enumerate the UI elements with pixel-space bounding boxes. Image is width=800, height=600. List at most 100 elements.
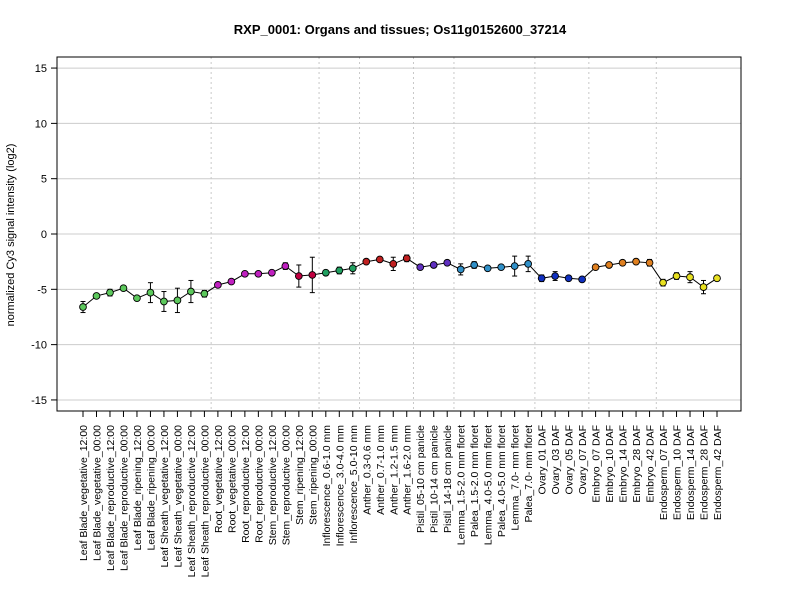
data-point bbox=[672, 272, 681, 280]
data-point bbox=[362, 257, 371, 266]
data-point bbox=[106, 288, 114, 297]
data-point bbox=[605, 261, 613, 269]
data-point bbox=[524, 260, 532, 268]
x-tick-label: Lemma_7.0- mm floret bbox=[510, 425, 522, 531]
x-tick-label: Palea_1.5-2.0 mm floret bbox=[469, 425, 481, 537]
x-tick-label: Stem_reproductive_12:00 bbox=[267, 425, 279, 545]
data-point bbox=[659, 278, 667, 287]
x-tick-label: Pistil_05-10 cm panicle bbox=[415, 425, 427, 533]
data-point bbox=[200, 289, 209, 298]
data-point bbox=[686, 273, 694, 281]
data-point bbox=[160, 297, 168, 306]
x-tick-labels: Leaf Blade_vegetative_12:00 Leaf Blade_ve… bbox=[78, 425, 724, 578]
data-point bbox=[713, 274, 721, 283]
x-tick-label: Pistil_10-14 cm panicle bbox=[429, 425, 441, 533]
data-point bbox=[443, 258, 452, 267]
data-point bbox=[308, 271, 317, 279]
x-tick-label: Root_reproductive_00:00 bbox=[253, 425, 265, 543]
y-tick-label: -10 bbox=[31, 340, 47, 352]
data-point bbox=[402, 254, 411, 263]
x-tick-label: Anther_0.3-0.6 mm bbox=[361, 425, 373, 515]
x-tick-label: Anther_0.7-1.0 mm bbox=[375, 425, 387, 515]
y-tick-label: 10 bbox=[35, 118, 47, 130]
data-point bbox=[281, 262, 290, 270]
x-tick-label: Leaf Sheath_reproductive_12:00 bbox=[186, 425, 198, 578]
x-tick-label: Lemma_1.5-2.0 mm floret bbox=[456, 425, 468, 545]
x-tick-label: Embryo_07 DAF bbox=[591, 425, 603, 503]
x-tick-label: Stem_ripening_12:00 bbox=[294, 425, 306, 525]
x-tick-label: Root_vegetative_00:00 bbox=[226, 425, 238, 533]
data-point bbox=[645, 258, 654, 267]
x-tick-label: Embryo_10 DAF bbox=[604, 425, 616, 503]
data-point bbox=[268, 268, 276, 277]
x-tick-label: Lemma_4.0-5.0 mm floret bbox=[483, 425, 495, 545]
data-point bbox=[119, 284, 128, 293]
x-tick-label: Endosperm_28 DAF bbox=[699, 425, 711, 520]
data-point bbox=[537, 274, 546, 283]
x-tick-label: Anther_1.2-1.5 mm bbox=[388, 425, 400, 515]
data-point bbox=[227, 277, 236, 286]
y-tick-label: 0 bbox=[41, 229, 47, 241]
data-point bbox=[483, 264, 492, 273]
x-tick-label: Palea_7.0- mm floret bbox=[523, 425, 535, 523]
x-tick-label: Anther_1.6-2.0 mm bbox=[402, 425, 414, 515]
series-layer bbox=[79, 254, 721, 314]
data-point bbox=[551, 272, 559, 280]
plot-frame bbox=[56, 56, 742, 412]
data-point bbox=[214, 281, 222, 289]
y-axis-label: normalized Cy3 signal intensity (log2) bbox=[5, 144, 17, 327]
x-tick-label: Leaf Blade_ripening_12:00 bbox=[132, 425, 144, 551]
x-tick-label: Leaf Sheath_vegetative_12:00 bbox=[159, 425, 171, 568]
x-tick-label: Stem_reproductive_00:00 bbox=[280, 425, 292, 545]
data-point bbox=[578, 275, 586, 284]
y-tick-label: -15 bbox=[31, 395, 47, 407]
x-tick-label: Root_vegetative_12:00 bbox=[213, 425, 225, 533]
data-point bbox=[173, 296, 182, 305]
x-tick-label: Endosperm_14 DAF bbox=[685, 425, 697, 520]
data-point bbox=[497, 263, 506, 272]
data-point bbox=[335, 266, 344, 275]
x-tick-label: Endosperm_07 DAF bbox=[658, 425, 670, 520]
x-tick-label: Ovary_03 DAF bbox=[550, 425, 562, 494]
data-point bbox=[321, 268, 330, 277]
x-tick-label: Inflorescence_3.0-4.0 mm bbox=[334, 425, 346, 547]
data-point bbox=[456, 265, 465, 274]
x-tick-label: Leaf Sheath_reproductive_00:00 bbox=[199, 425, 211, 578]
data-point bbox=[389, 260, 398, 268]
x-tick-label: Ovary_07 DAF bbox=[577, 425, 589, 494]
x-tick-label: Leaf Blade_ripening_00:00 bbox=[145, 425, 157, 551]
x-tick-label: Leaf Blade_vegetative_12:00 bbox=[78, 425, 90, 561]
x-tick-label: Leaf Blade_reproductive_00:00 bbox=[118, 425, 130, 571]
data-point bbox=[470, 261, 479, 269]
x-tick-label: Root_reproductive_12:00 bbox=[240, 425, 252, 543]
data-point bbox=[510, 262, 519, 270]
data-point bbox=[591, 263, 600, 272]
x-tick-label: Inflorescence_0.6-1.0 mm bbox=[321, 425, 333, 547]
x-tick-label: Palea_4.0-5.0 mm floret bbox=[496, 425, 508, 537]
x-tick-label: Embryo_14 DAF bbox=[618, 425, 630, 503]
data-point bbox=[348, 264, 357, 273]
axes-layer: -15 -10 -5 0 5 10 15 bbox=[31, 63, 718, 417]
data-point bbox=[429, 261, 438, 269]
data-point bbox=[92, 292, 101, 300]
data-point bbox=[632, 257, 640, 266]
group-separators bbox=[210, 57, 657, 411]
x-tick-label: Ovary_05 DAF bbox=[564, 425, 576, 494]
grid-layer bbox=[57, 67, 741, 401]
chart-title: RXP_0001: Organs and tissues; Os11g01526… bbox=[234, 22, 567, 37]
data-point bbox=[375, 255, 384, 264]
data-point bbox=[618, 258, 627, 267]
x-tick-label: Leaf Blade_reproductive_12:00 bbox=[105, 425, 117, 571]
x-tick-label: Ovary_01 DAF bbox=[537, 425, 549, 494]
data-point bbox=[133, 294, 141, 303]
x-tick-label: Endosperm_10 DAF bbox=[672, 425, 684, 520]
y-tick-label: -5 bbox=[37, 284, 47, 296]
data-point bbox=[416, 263, 425, 272]
data-point bbox=[187, 287, 195, 296]
data-point bbox=[294, 272, 303, 280]
data-point bbox=[254, 269, 263, 278]
data-point bbox=[241, 269, 249, 278]
x-tick-label: Endosperm_42 DAF bbox=[712, 425, 724, 520]
y-tick-label: 15 bbox=[35, 63, 47, 75]
data-point bbox=[699, 283, 708, 291]
